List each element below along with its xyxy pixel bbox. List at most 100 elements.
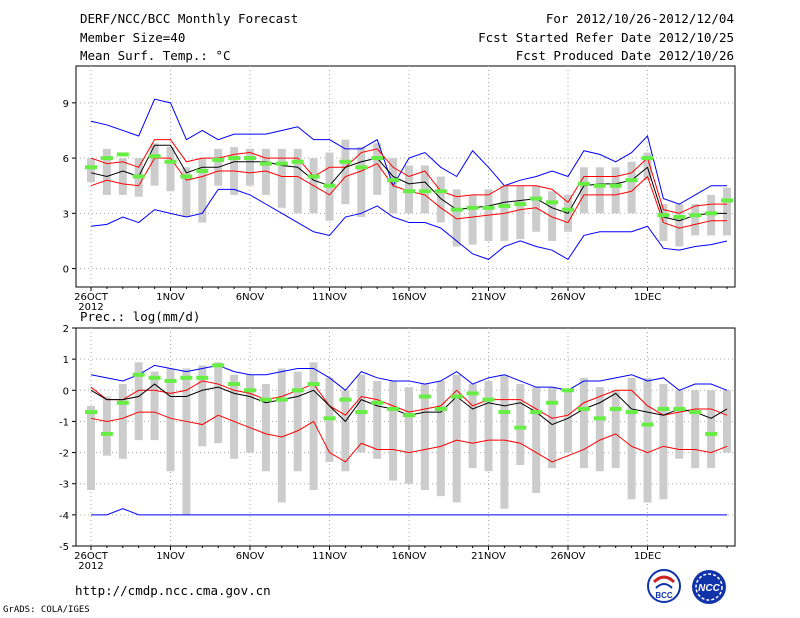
prec-spread-bar bbox=[309, 362, 318, 490]
prec-observed-marker bbox=[148, 375, 161, 380]
temp-spread-bar bbox=[341, 139, 350, 205]
prec-year-label: 2012 bbox=[78, 561, 103, 572]
prec-spread-bar bbox=[468, 384, 477, 469]
temp-spread-bar bbox=[611, 167, 620, 214]
prec-min-line bbox=[91, 508, 727, 516]
prec-spread-bar bbox=[595, 387, 604, 472]
prec-observed-marker bbox=[498, 410, 511, 415]
forecast-period: For 2012/10/26-2012/12/04 bbox=[545, 11, 734, 26]
prec-spread-bar bbox=[691, 390, 700, 469]
temp-spread-bar bbox=[357, 147, 366, 218]
prec-spread-bar bbox=[118, 384, 127, 459]
temp-observed-marker bbox=[148, 154, 161, 159]
temp-spread-bar bbox=[293, 148, 302, 214]
temp-observed-marker bbox=[164, 159, 177, 164]
prec-observed-marker bbox=[689, 410, 702, 415]
temp-observed-marker bbox=[244, 156, 256, 161]
temp-spread-bar bbox=[532, 185, 541, 232]
prec-observed-marker bbox=[625, 410, 638, 415]
prec-xtick-label: 26NOV bbox=[551, 551, 586, 562]
prec-spread-bar bbox=[277, 368, 286, 503]
temp-xtick-label: 6NOV bbox=[236, 292, 265, 303]
temp-observed-marker bbox=[657, 213, 670, 218]
temp-spread-bar bbox=[579, 167, 588, 214]
temp-spread-bar bbox=[373, 143, 382, 195]
prec-ytick-label: 1 bbox=[63, 355, 69, 366]
source-url[interactable]: http://cmdp.ncc.cma.gov.cn bbox=[75, 583, 271, 598]
temp-observed-marker bbox=[132, 174, 145, 179]
prec-spread-bar bbox=[420, 384, 429, 490]
prec-spread-bar bbox=[548, 387, 557, 469]
prec-spread-bar bbox=[341, 390, 350, 472]
temp-observed-marker bbox=[466, 205, 479, 210]
prec-xtick-label: 16NOV bbox=[392, 551, 427, 562]
temp-observed-marker bbox=[291, 159, 304, 164]
prec-spread-bar bbox=[230, 374, 239, 459]
temp-xtick-label: 11NOV bbox=[312, 292, 347, 303]
temp-upper-line bbox=[90, 139, 727, 214]
prec-observed-marker bbox=[434, 406, 447, 411]
chart-title: DERF/NCC/BCC Monthly Forecast bbox=[80, 11, 299, 26]
prec-observed-marker bbox=[514, 425, 527, 430]
temp-xtick-label: 1DEC bbox=[634, 292, 661, 303]
temp-spread-bar bbox=[643, 152, 652, 181]
start-date-label: Fcst Started Refer Date 2012/10/25 bbox=[478, 30, 734, 45]
prec-observed-marker bbox=[403, 413, 415, 418]
variable-label: Mean Surf. Temp.: °C bbox=[80, 48, 231, 63]
prec-spread-bar bbox=[723, 390, 731, 453]
prec-spread-bar bbox=[389, 380, 398, 481]
prec-xtick-label: 6NOV bbox=[236, 551, 265, 562]
temp-xtick-label: 16NOV bbox=[392, 292, 427, 303]
temp-min-line bbox=[90, 188, 728, 261]
prec-observed-marker bbox=[593, 416, 606, 421]
prec-observed-marker bbox=[657, 406, 670, 411]
prec-spread-bar bbox=[293, 371, 302, 472]
prec-spread-bar bbox=[261, 384, 270, 472]
temp-observed-marker bbox=[387, 178, 400, 183]
temp-observed-marker bbox=[721, 198, 733, 203]
temp-max-line bbox=[90, 98, 727, 205]
prec-ytick-label: -1 bbox=[59, 417, 69, 428]
prec-spread-bar bbox=[405, 387, 413, 484]
temp-spread-bar bbox=[675, 204, 684, 247]
temp-observed-marker bbox=[418, 189, 431, 194]
prec-spread-bar bbox=[198, 365, 207, 447]
prec-spread-bar bbox=[516, 384, 525, 466]
prec-observed-marker bbox=[546, 400, 559, 405]
temp-spread-bar bbox=[118, 158, 127, 195]
bcc-logo: BCC bbox=[647, 569, 681, 603]
temp-observed-marker bbox=[625, 178, 638, 183]
prec-ytick-label: -3 bbox=[59, 480, 69, 491]
prec-observed-marker bbox=[116, 400, 129, 405]
temp-observed-marker bbox=[100, 156, 113, 161]
prec-xtick-label: 1NOV bbox=[156, 551, 185, 562]
temp-spread-bar bbox=[691, 204, 700, 236]
prec-ytick-label: -4 bbox=[59, 511, 69, 522]
prec-panel: -5 -4 -3 -2 -1 0 1 2 26OCT 1NOV 6NOV 11NOV 16NOV 21NO… bbox=[59, 309, 736, 572]
temp-ytick-label: 3 bbox=[63, 209, 69, 220]
temp-observed-marker bbox=[323, 183, 336, 188]
prec-spread-bar bbox=[150, 371, 159, 441]
temp-xtick-label: 1NOV bbox=[156, 292, 185, 303]
temp-observed-marker bbox=[196, 168, 209, 173]
temp-spread-bar bbox=[150, 143, 159, 186]
prec-spread-bar bbox=[532, 387, 541, 494]
temp-observed-marker bbox=[673, 215, 686, 220]
temp-ytick-label: 6 bbox=[63, 154, 69, 165]
prec-xtick-label: 26OCT bbox=[74, 551, 109, 562]
temp-panel: 0 3 6 9 26OCT 1NOV 6NOV 11NOV 16NOV 21NOV 26NOV 1DE… bbox=[63, 65, 736, 313]
temp-observed-marker bbox=[689, 213, 702, 218]
temp-observed-marker bbox=[403, 189, 415, 194]
temp-observed-marker bbox=[593, 183, 606, 188]
prec-spread-bar bbox=[484, 380, 493, 472]
prec-xtick-label: 21NOV bbox=[471, 551, 506, 562]
temp-observed-marker bbox=[530, 196, 543, 201]
temp-spread-bar bbox=[436, 176, 445, 223]
ncc-logo: NCC bbox=[692, 570, 726, 604]
prec-spread-bar bbox=[611, 390, 620, 469]
prec-observed-marker bbox=[275, 397, 288, 402]
prec-observed-marker bbox=[562, 388, 574, 393]
temp-observed-marker bbox=[546, 200, 559, 205]
temp-ytick-label: 9 bbox=[63, 99, 69, 110]
produced-date-label: Fcst Produced Date 2012/10/26 bbox=[515, 48, 734, 63]
